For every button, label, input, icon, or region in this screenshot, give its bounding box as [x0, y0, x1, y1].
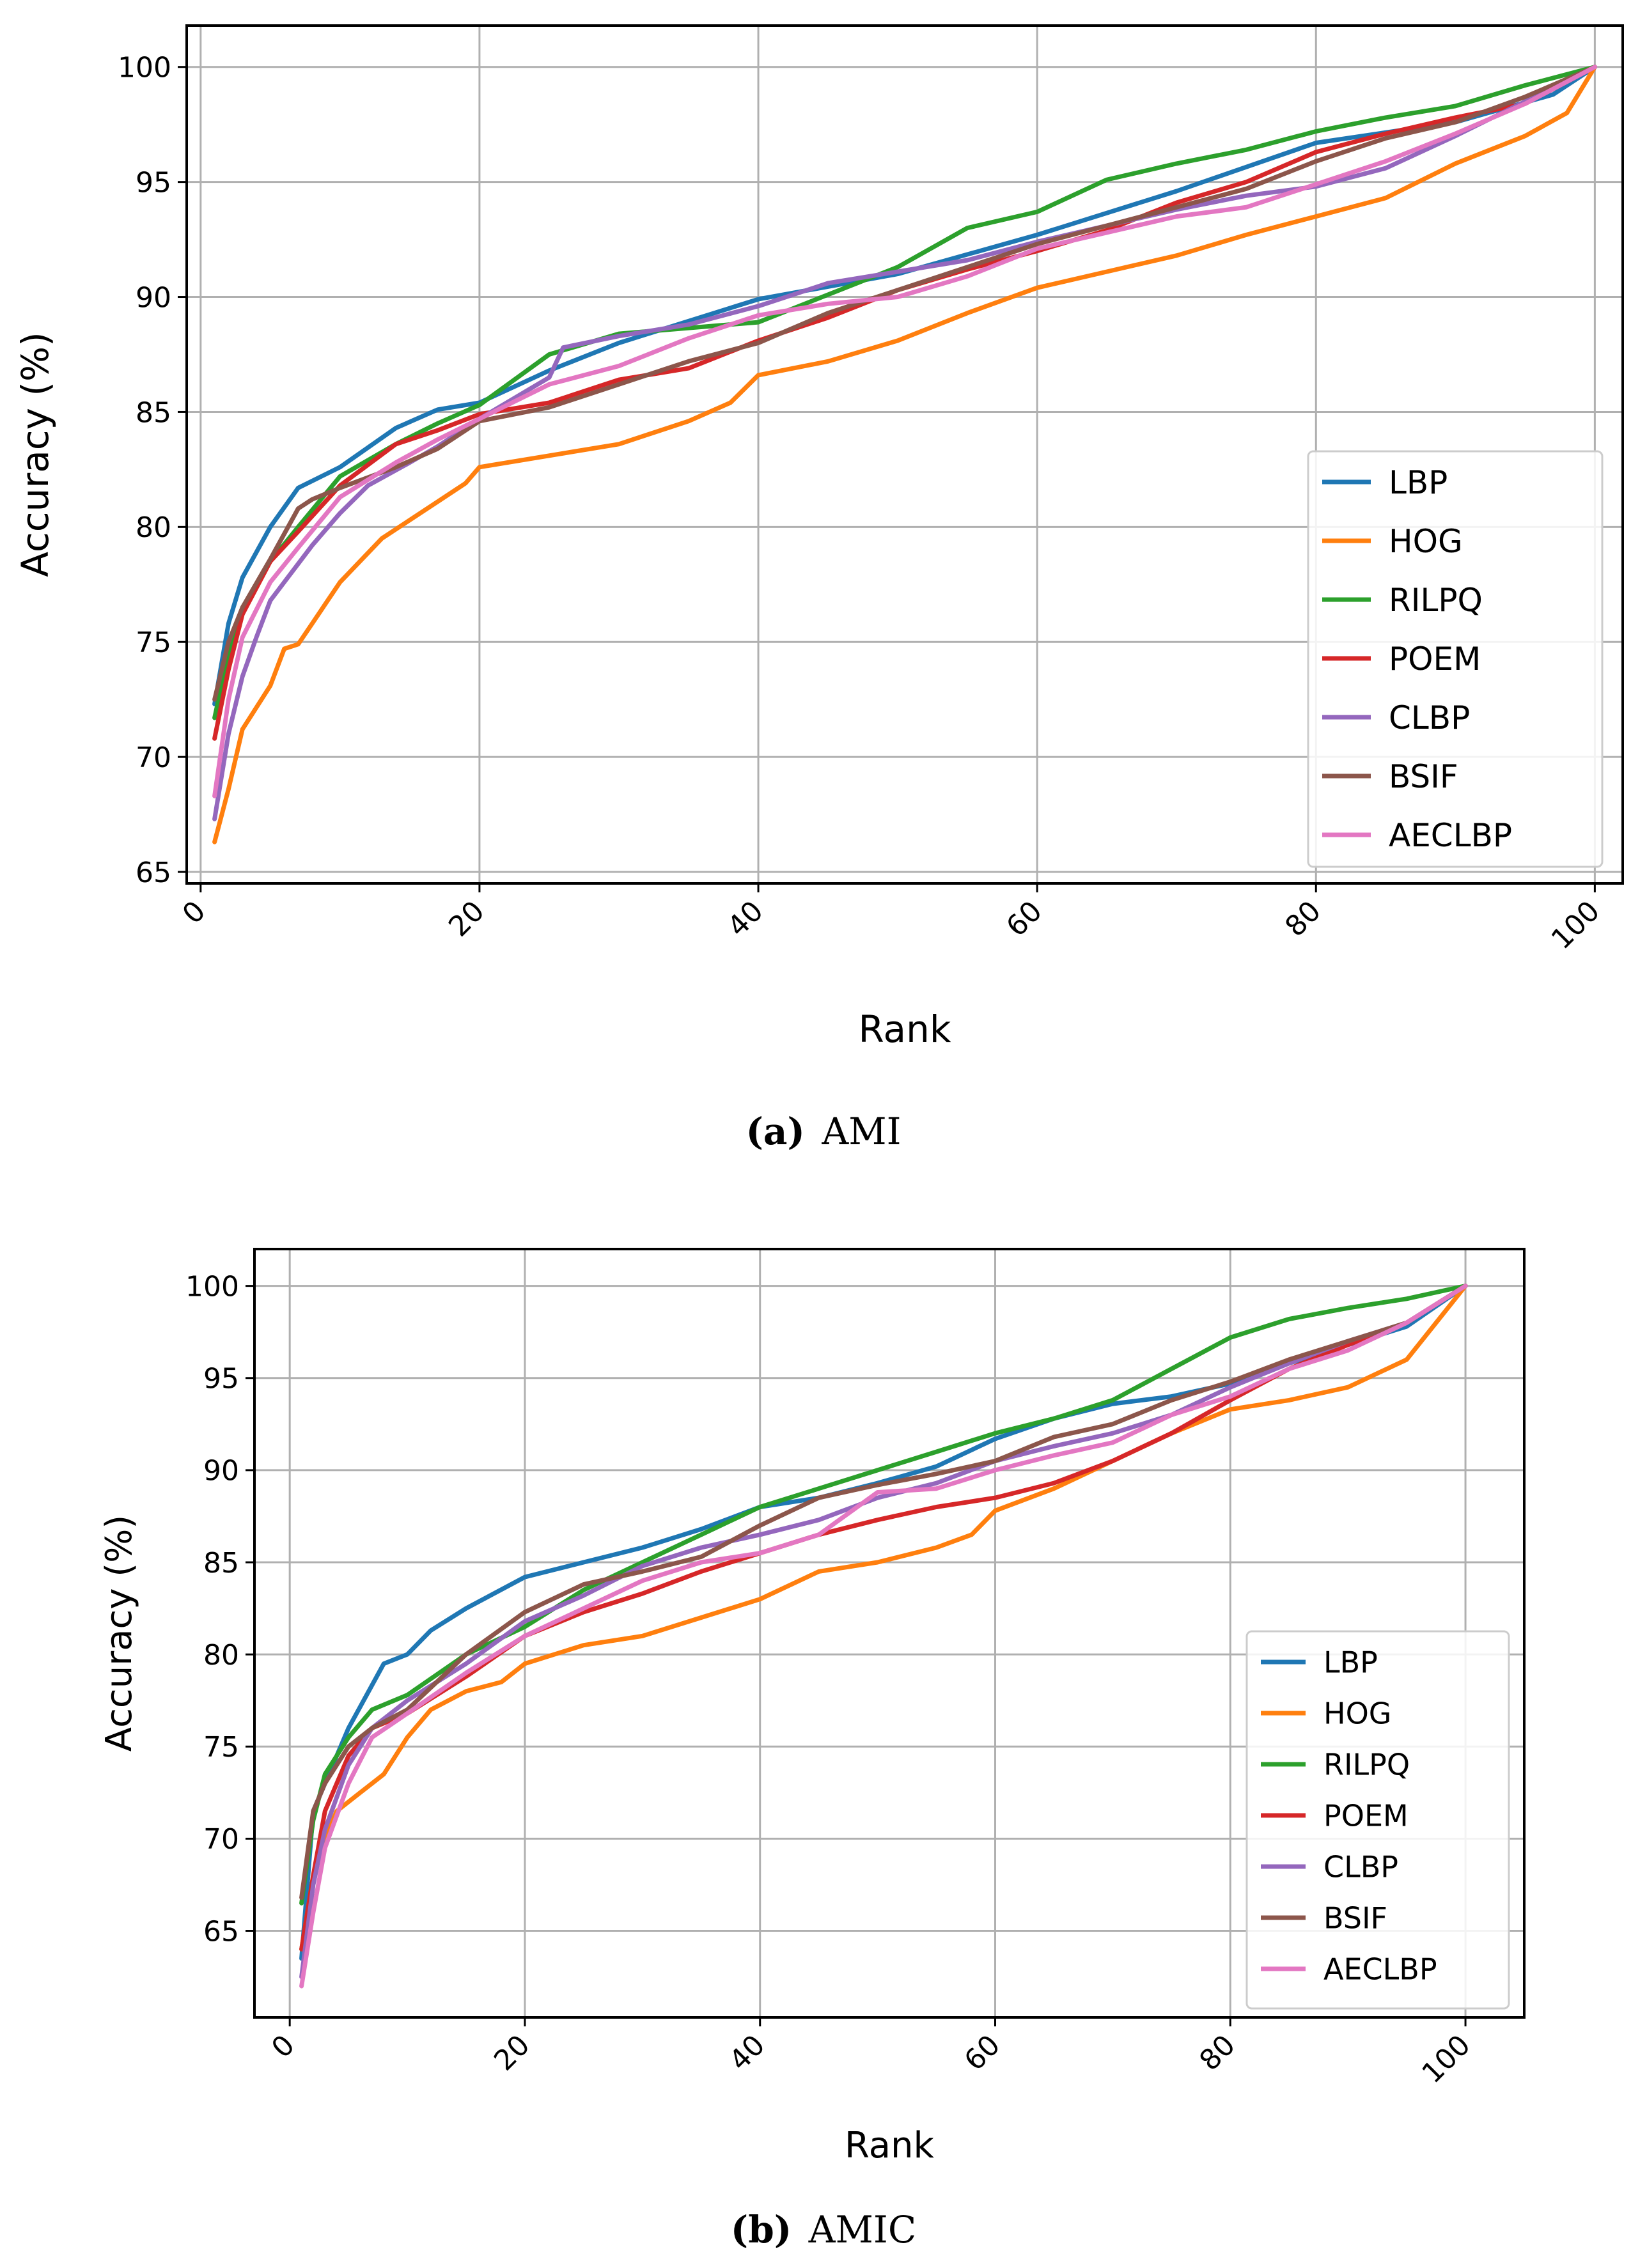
y-tick-label: 95 — [136, 166, 171, 199]
x-tick-label: 40 — [721, 895, 770, 944]
y-tick-label: 65 — [136, 857, 171, 889]
series-line-aeclbp — [299, 1284, 1468, 1989]
legend-entry-rilpq: RILPQ — [1389, 582, 1483, 619]
plot-frame — [253, 1248, 1526, 2019]
y-tick-label: 70 — [136, 742, 171, 774]
y-tick-label: 65 — [203, 1915, 239, 1948]
x-tick-label: 20 — [488, 2029, 536, 2078]
legend-entry-aeclbp: AECLBP — [1323, 1952, 1437, 1987]
x-tick-label: 80 — [1193, 2029, 1242, 2078]
legend-entry-bsif: BSIF — [1323, 1901, 1387, 1936]
x-tick-label: 0 — [176, 895, 212, 931]
chart-ami: 65 70 75 80 85 90 95 100 0 20 40 60 80 100 Rank Accurac… — [13, 24, 1624, 1051]
legend-entry-hog: HOG — [1323, 1697, 1391, 1731]
x-axis-label: Rank — [845, 2125, 934, 2166]
y-tick-label: 70 — [203, 1823, 239, 1856]
y-tick-label: 100 — [185, 1270, 239, 1303]
x-tick-label: 20 — [442, 895, 491, 944]
series-group — [299, 1284, 1468, 1989]
plot-frame — [185, 24, 1624, 885]
y-axis: 65 70 75 80 85 90 95 100 — [118, 52, 187, 889]
y-tick-label: 90 — [203, 1455, 239, 1487]
legend-entry-lbp: LBP — [1389, 464, 1448, 501]
legend-box — [1245, 1630, 1510, 2010]
x-tick-label: 60 — [1000, 895, 1049, 944]
y-tick-label: 75 — [203, 1731, 239, 1764]
series-line-hog — [299, 1284, 1468, 1952]
series-line-rilpq — [299, 1284, 1468, 1906]
legend-entry-clbp: CLBP — [1323, 1850, 1398, 1884]
legend-entry-poem: POEM — [1389, 641, 1481, 678]
series-line-aeclbp — [212, 65, 1597, 798]
y-tick-label: 75 — [136, 626, 171, 659]
x-axis-label: Rank — [859, 1007, 951, 1051]
y-tick-label: 100 — [118, 52, 171, 84]
x-tick-label: 60 — [958, 2029, 1007, 2078]
y-axis-label: Accuracy (%) — [98, 1515, 140, 1751]
series-line-bsif — [212, 65, 1597, 702]
legend: LBP HOG RILPQ POEM CLBP BSIF AECLBP — [1245, 1630, 1510, 2010]
legend-entry-rilpq: RILPQ — [1323, 1748, 1410, 1782]
x-tick-label: 100 — [1545, 895, 1606, 956]
chart-amic: 65 70 75 80 85 90 95 100 0 20 40 60 80 100 Rank Accurac… — [98, 1248, 1526, 2166]
y-tick-label: 80 — [136, 511, 171, 544]
x-axis: 0 20 40 60 80 100 — [176, 883, 1606, 956]
x-tick-label: 80 — [1279, 895, 1327, 944]
y-tick-label: 85 — [136, 396, 171, 429]
series-line-hog — [212, 65, 1597, 844]
caption-label: (a) — [745, 1110, 804, 1153]
y-tick-label: 95 — [203, 1363, 239, 1395]
series-group — [212, 65, 1597, 844]
legend-entry-lbp: LBP — [1323, 1645, 1378, 1680]
caption-a: (a) AMI — [745, 1110, 901, 1153]
y-tick-label: 80 — [203, 1639, 239, 1672]
caption-label: (b) — [731, 2208, 792, 2251]
y-tick-label: 85 — [203, 1547, 239, 1580]
series-line-clbp — [299, 1284, 1468, 1980]
legend-entry-clbp: CLBP — [1389, 699, 1470, 736]
series-line-bsif — [299, 1284, 1468, 1900]
x-tick-label: 100 — [1416, 2029, 1476, 2090]
legend-entry-poem: POEM — [1323, 1799, 1409, 1833]
legend-entry-hog: HOG — [1389, 523, 1463, 560]
series-line-clbp — [212, 65, 1597, 821]
y-tick-label: 90 — [136, 281, 171, 314]
series-line-lbp — [212, 65, 1597, 706]
legend-entry-aeclbp: AECLBP — [1389, 817, 1512, 854]
caption-name: AMIC — [808, 2208, 917, 2251]
y-axis-label: Accuracy (%) — [13, 332, 57, 577]
legend-entry-bsif: BSIF — [1389, 758, 1458, 795]
x-tick-label: 0 — [265, 2029, 301, 2065]
x-axis: 0 20 40 60 80 100 — [265, 2017, 1477, 2090]
caption-name: AMI — [821, 1110, 901, 1153]
legend: LBP HOG RILPQ POEM CLBP BSIF AECLBP — [1307, 450, 1604, 868]
caption-b: (b) AMIC — [731, 2208, 916, 2251]
x-tick-label: 40 — [723, 2029, 772, 2078]
legend-box — [1307, 450, 1604, 868]
y-axis: 65 70 75 80 85 90 95 100 — [185, 1270, 254, 1948]
